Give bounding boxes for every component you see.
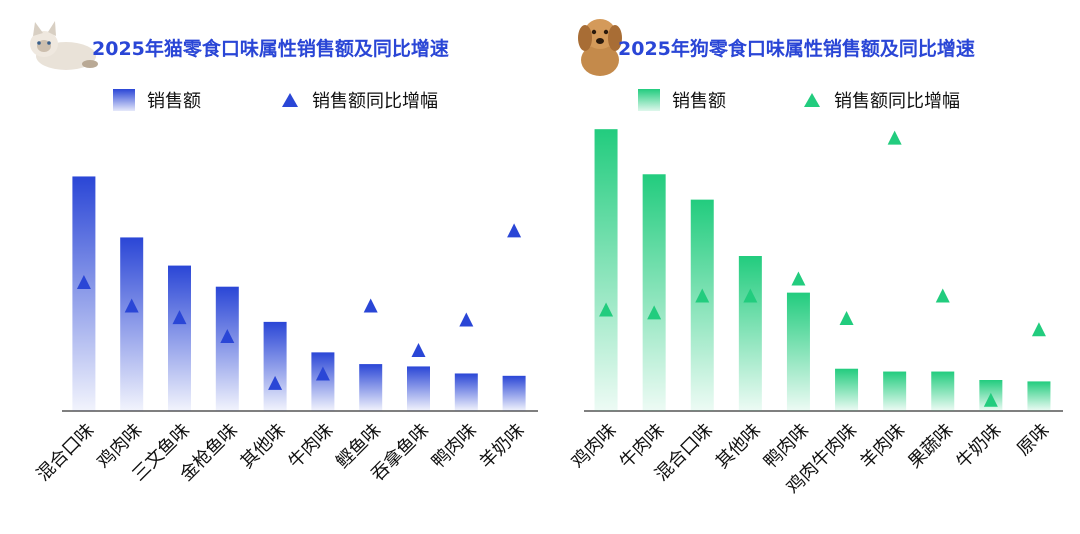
legend-sales-label: 销售额 (147, 91, 201, 112)
legend-triangle-icon (282, 93, 298, 107)
bar (738, 256, 762, 411)
growth-triangle-marker (268, 375, 283, 390)
legend-growth: 销售额同比增幅 (282, 88, 438, 112)
bar (72, 176, 96, 411)
growth-triangle-marker (599, 302, 614, 317)
x-tick-label: 混合口味 (33, 420, 99, 486)
bar (168, 265, 191, 411)
growth-triangle-marker (1031, 322, 1046, 337)
legend-sales: 销售额 (113, 88, 201, 112)
growth-triangle-marker (411, 343, 426, 358)
legend-sales-label: 销售额 (672, 91, 726, 112)
bar (263, 321, 287, 411)
growth-triangle-marker (839, 311, 854, 325)
bar (690, 199, 714, 411)
x-tick-label: 鸡肉味 (568, 420, 621, 473)
chart-title: 2025年狗零食口味属性销售额及同比增速 (618, 38, 975, 60)
bar (407, 366, 430, 411)
legend-triangle-icon (804, 93, 820, 107)
bar (311, 352, 335, 411)
x-tick-label: 其他味 (712, 420, 765, 473)
bar (359, 364, 383, 411)
x-tick-label: 其他味 (237, 420, 290, 473)
bar (502, 375, 526, 411)
x-tick-label: 果蔬味 (904, 420, 957, 473)
legend-growth: 销售额同比增幅 (804, 88, 960, 112)
growth-triangle-marker (315, 366, 330, 381)
growth-triangle-marker (935, 288, 950, 303)
x-tick-label: 鸭肉味 (428, 420, 481, 473)
x-tick-label: 羊奶味 (476, 420, 529, 473)
bar (454, 373, 478, 411)
legend-bar-swatch (113, 89, 135, 111)
bar (120, 237, 144, 411)
growth-triangle-marker (887, 130, 902, 145)
bar (594, 129, 618, 411)
bar (642, 174, 666, 411)
cat-chart-panel: 2025年猫零食口味属性销售额及同比增速 销售额 销售额同比增幅 混合口味 鸡肉味… (30, 21, 538, 486)
growth-triangle-marker (220, 328, 235, 343)
growth-triangle-marker (76, 275, 91, 289)
legend-sales: 销售额 (638, 88, 726, 112)
bar (786, 292, 810, 411)
growth-triangle-marker (983, 392, 998, 407)
growth-triangle-marker (791, 271, 806, 286)
legend-bar-swatch (638, 89, 660, 111)
growth-triangle-marker (172, 310, 187, 325)
x-tick-label: 牛奶味 (952, 420, 1005, 473)
bar (883, 371, 907, 411)
cat-image (30, 21, 98, 70)
bar (835, 368, 859, 411)
bar (215, 286, 239, 411)
bar (931, 371, 955, 411)
bar (1027, 381, 1051, 411)
dog-image (578, 19, 622, 76)
dog-chart-panel: 2025年狗零食口味属性销售额及同比增速 销售额 销售额同比增幅 鸡肉味 牛肉味混… (540, 0, 1080, 534)
growth-triangle-marker (695, 288, 710, 303)
growth-triangle-marker (647, 305, 662, 320)
growth-triangle-marker (124, 298, 139, 313)
x-tick-label: 原味 (1013, 420, 1053, 460)
growth-triangle-marker (507, 223, 522, 238)
growth-triangle-marker (363, 298, 378, 313)
legend-growth-label: 销售额同比增幅 (312, 91, 438, 112)
x-tick-label: 牛肉味 (284, 420, 337, 473)
growth-triangle-marker (459, 312, 474, 327)
chart-title: 2025年猫零食口味属性销售额及同比增速 (92, 38, 449, 60)
x-tick-label: 羊肉味 (856, 420, 909, 473)
legend-growth-label: 销售额同比增幅 (834, 91, 960, 112)
growth-triangle-marker (743, 288, 758, 303)
